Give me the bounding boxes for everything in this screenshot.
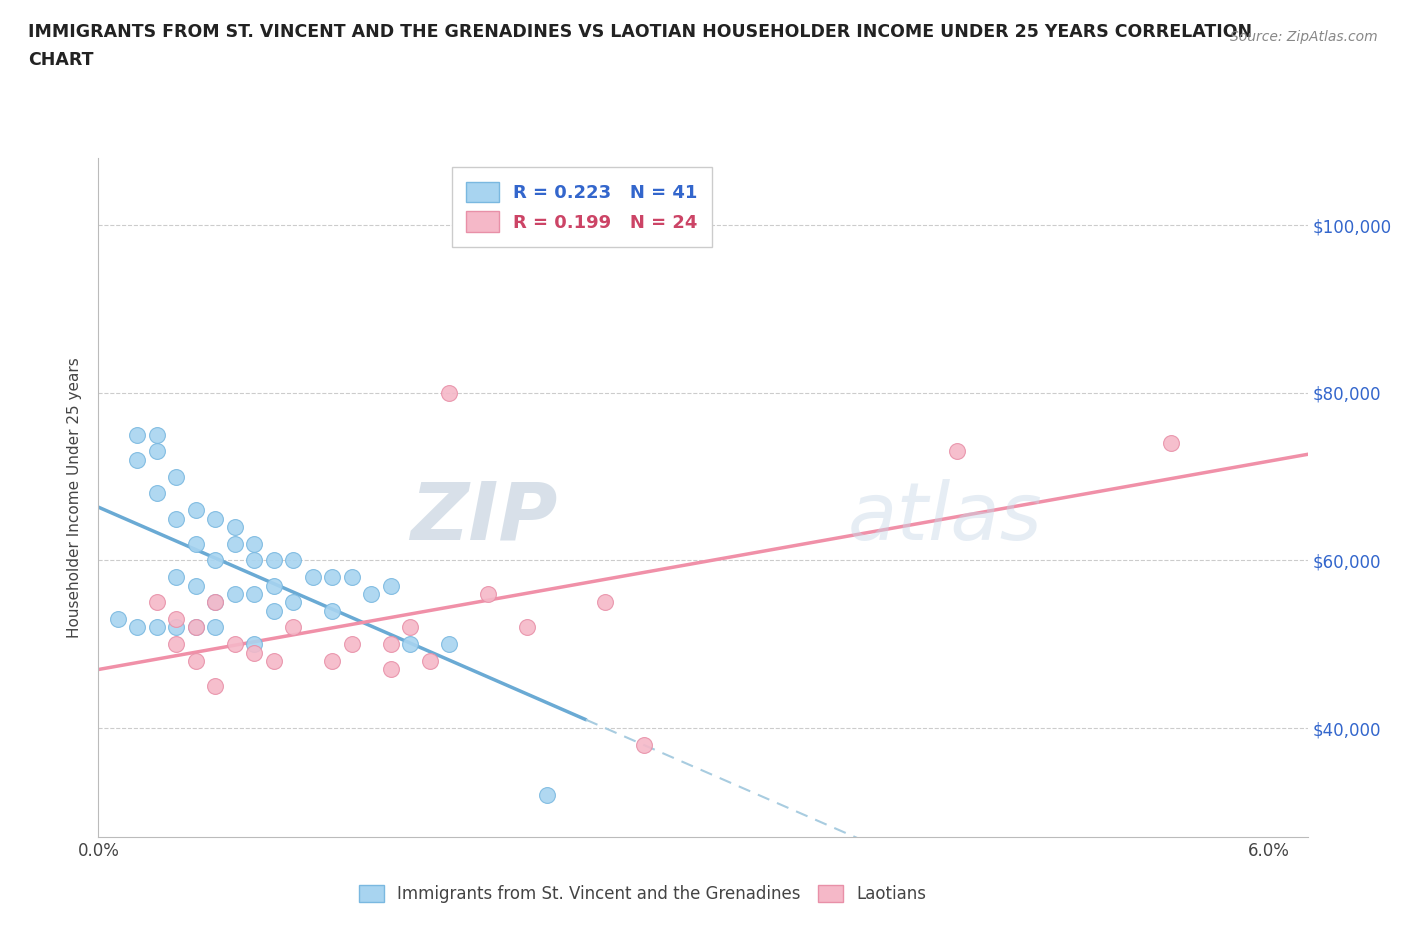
Text: IMMIGRANTS FROM ST. VINCENT AND THE GRENADINES VS LAOTIAN HOUSEHOLDER INCOME UND: IMMIGRANTS FROM ST. VINCENT AND THE GREN… (28, 23, 1253, 41)
Point (107, 612, 129, 627)
Point (165, 637, 187, 652)
Legend: Immigrants from St. Vincent and the Grenadines, Laotians: Immigrants from St. Vincent and the Gren… (353, 879, 932, 910)
Point (146, 444, 169, 458)
Point (263, 654, 285, 669)
Point (1160, 435, 1182, 450)
Point (283, 620, 305, 635)
Point (127, 452, 149, 467)
Point (204, 595, 226, 610)
Point (146, 595, 169, 610)
Point (380, 662, 402, 677)
Point (184, 503, 207, 518)
Point (399, 637, 422, 652)
Point (184, 620, 207, 635)
Point (243, 537, 266, 551)
Point (633, 737, 655, 752)
Point (204, 679, 226, 694)
Point (263, 578, 285, 593)
Text: atlas: atlas (848, 479, 1043, 557)
Point (127, 427, 149, 442)
Point (165, 512, 187, 526)
Point (516, 620, 538, 635)
Point (165, 620, 187, 635)
Point (165, 570, 187, 585)
Point (321, 570, 343, 585)
Point (146, 427, 169, 442)
Point (380, 578, 402, 593)
Point (536, 788, 558, 803)
Text: ZIP: ZIP (411, 479, 558, 557)
Point (340, 637, 363, 652)
Point (283, 553, 305, 568)
Point (399, 620, 422, 635)
Point (204, 595, 226, 610)
Point (321, 604, 343, 618)
Point (945, 444, 967, 458)
Point (360, 587, 382, 602)
Point (204, 620, 226, 635)
Point (165, 612, 187, 627)
Point (224, 587, 246, 602)
Point (243, 587, 266, 602)
Point (146, 620, 169, 635)
Point (243, 645, 266, 660)
Point (302, 570, 325, 585)
Point (224, 637, 246, 652)
Point (321, 654, 343, 669)
Point (243, 637, 266, 652)
Point (595, 595, 617, 610)
Point (263, 553, 285, 568)
Point (146, 485, 169, 500)
Point (204, 512, 226, 526)
Point (340, 570, 363, 585)
Point (283, 595, 305, 610)
Point (263, 604, 285, 618)
Point (184, 578, 207, 593)
Text: CHART: CHART (28, 51, 94, 69)
Point (477, 587, 499, 602)
Y-axis label: Householder Income Under 25 years: Householder Income Under 25 years (67, 357, 83, 638)
Point (184, 620, 207, 635)
Point (204, 553, 226, 568)
Point (439, 385, 461, 400)
Point (224, 537, 246, 551)
Point (243, 553, 266, 568)
Point (439, 637, 461, 652)
Point (184, 654, 207, 669)
Point (419, 654, 441, 669)
Text: Source: ZipAtlas.com: Source: ZipAtlas.com (1230, 30, 1378, 44)
Point (184, 537, 207, 551)
Point (224, 520, 246, 535)
Point (380, 637, 402, 652)
Point (165, 469, 187, 484)
Point (127, 620, 149, 635)
